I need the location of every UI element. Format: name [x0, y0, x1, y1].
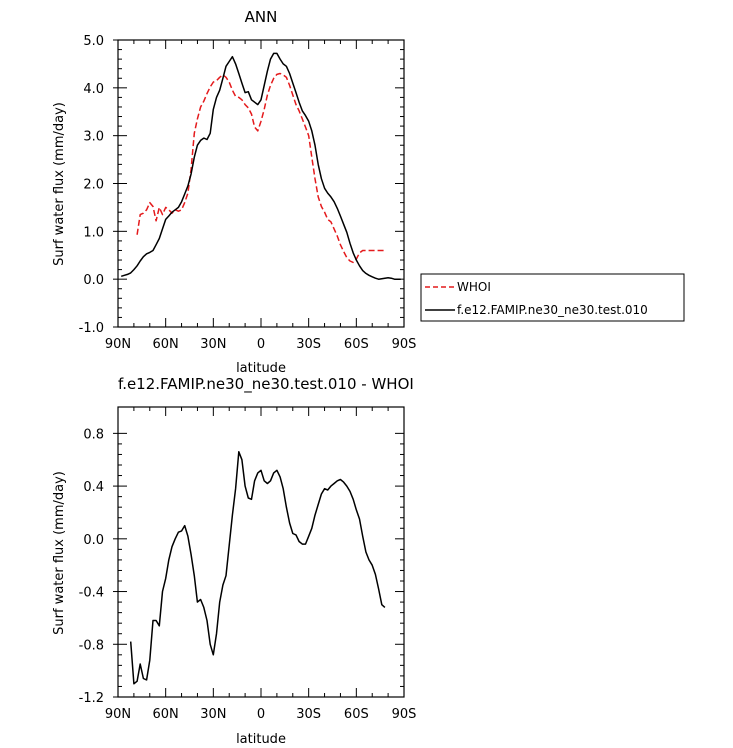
top-chart-y-tick-label: 2.0: [83, 178, 104, 193]
top-chart-x-ticks: 90N 60N 30N 0 30S 60S 90S: [105, 40, 417, 352]
bottom-chart-series-lines: [129, 451, 386, 685]
bottom-chart-x-tick-label: 30S: [296, 707, 321, 722]
bottom-chart-x-ticks: 90N 60N 30N 0 30S 60S 90S: [105, 407, 417, 722]
top-chart-series-lines: [120, 52, 401, 280]
bottom-chart-y-tick-label: 0.0: [83, 533, 104, 548]
bottom-chart: f.e12.FAMIP.ne30_ne30.test.010 - WHOI Su…: [52, 375, 416, 747]
top-chart-title: ANN: [245, 8, 278, 26]
bottom-chart-x-tick-label: 0: [257, 707, 265, 722]
bottom-chart-x-tick-label: 60S: [344, 707, 369, 722]
top-chart-x-tick-label: 30N: [200, 337, 226, 352]
bottom-chart-x-tick-label: 60N: [153, 707, 179, 722]
top-chart-x-tick-label: 90S: [392, 337, 417, 352]
bottom-chart-x-tick-label: 90S: [392, 707, 417, 722]
legend-box: [420, 273, 685, 322]
legend-label-whoi: WHOI: [457, 280, 491, 294]
legend-label-model: f.e12.FAMIP.ne30_ne30.test.010: [457, 303, 648, 317]
top-chart-x-tick-label: 30S: [296, 337, 321, 352]
bottom-chart-plot-frame: [117, 406, 405, 698]
top-chart-y-ticks: -1.0 0.0 1.0 2.0 3.0 4.0 5.0: [79, 34, 404, 336]
bottom-chart-x-tick-label: 30N: [200, 707, 226, 722]
top-chart-x-tick-label: 60N: [153, 337, 179, 352]
legend: WHOI f.e12.FAMIP.ne30_ne30.test.010: [420, 273, 685, 322]
bottom-chart-x-axis-label: latitude: [236, 732, 286, 747]
bottom-chart-y-tick-label: 0.8: [83, 427, 104, 442]
top-chart-series-line-f-e12-famip-ne30-ne30-test-010: [120, 52, 401, 280]
top-chart-x-axis-label: latitude: [236, 361, 286, 376]
top-chart-y-axis-label: Surf water flux (mm/day): [52, 102, 67, 266]
top-chart-y-tick-label: 3.0: [83, 130, 104, 145]
top-chart-y-tick-label: -1.0: [79, 321, 104, 336]
top-chart-y-tick-label: 5.0: [83, 34, 104, 49]
top-chart-y-tick-label: 1.0: [83, 225, 104, 240]
bottom-chart-y-axis-label: Surf water flux (mm/day): [52, 471, 67, 635]
top-chart: ANN Surf water flux (mm/day) latitude -1…: [52, 8, 416, 376]
bottom-chart-y-tick-label: -0.8: [79, 638, 104, 653]
top-chart-x-tick-label: 0: [257, 337, 265, 352]
bottom-chart-x-tick-label: 90N: [105, 707, 131, 722]
bottom-chart-y-tick-label: 0.4: [83, 480, 104, 495]
top-chart-x-tick-label: 90N: [105, 337, 131, 352]
top-chart-y-tick-label: 4.0: [83, 82, 104, 97]
bottom-chart-y-tick-label: -1.2: [79, 691, 104, 706]
top-chart-series-line-whoi: [136, 72, 385, 264]
bottom-chart-y-tick-label: -0.4: [79, 586, 104, 601]
top-chart-x-tick-label: 60S: [344, 337, 369, 352]
bottom-chart-title: f.e12.FAMIP.ne30_ne30.test.010 - WHOI: [118, 375, 414, 394]
bottom-chart-series-line-difference: [129, 451, 386, 685]
top-chart-y-tick-label: 0.0: [83, 273, 104, 288]
bottom-chart-y-ticks: -1.2 -0.8 -0.4 0.0 0.4 0.8: [79, 427, 404, 706]
top-chart-plot-frame: [117, 39, 405, 328]
